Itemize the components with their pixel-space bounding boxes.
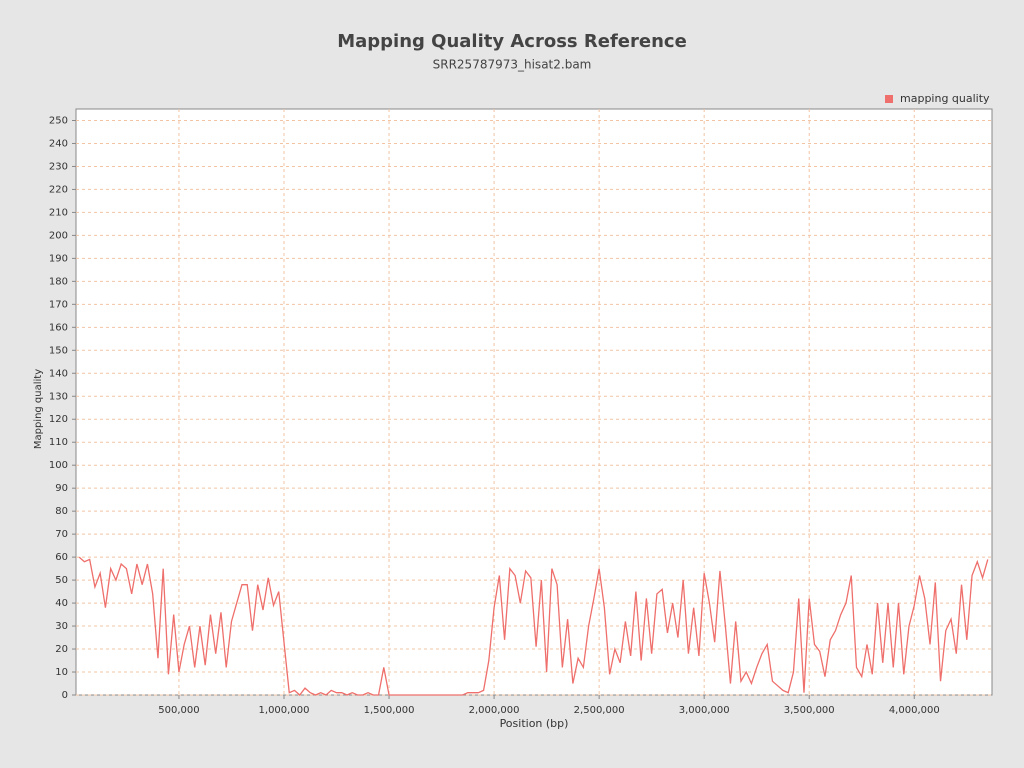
y-tick-label: 20 [55,644,68,655]
y-tick-label: 40 [55,598,68,609]
legend-label: mapping quality [900,92,990,105]
y-tick-label: 80 [55,506,68,517]
x-tick-label: 3,000,000 [679,705,730,716]
x-tick-label: 2,500,000 [574,705,625,716]
x-tick-label: 4,000,000 [889,705,940,716]
legend-swatch [885,95,893,103]
chart-title: Mapping Quality Across Reference [337,31,687,52]
y-tick-label: 230 [49,161,68,172]
x-tick-label: 2,000,000 [469,705,520,716]
y-tick-label: 240 [49,138,68,149]
y-tick-label: 70 [55,529,68,540]
y-tick-label: 180 [49,276,68,287]
y-tick-label: 30 [55,621,68,632]
y-tick-label: 0 [62,690,68,701]
chart-subtitle: SRR25787973_hisat2.bam [433,58,592,72]
y-tick-label: 130 [49,391,68,402]
x-tick-label: 500,000 [158,705,199,716]
y-tick-label: 90 [55,483,68,494]
y-tick-label: 100 [49,460,68,471]
y-tick-label: 170 [49,299,68,310]
y-tick-label: 210 [49,207,68,218]
y-tick-label: 140 [49,368,68,379]
x-axis-label: Position (bp) [500,717,569,730]
y-tick-label: 220 [49,184,68,195]
y-tick-label: 120 [49,414,68,425]
y-tick-label: 250 [49,115,68,126]
y-tick-label: 200 [49,230,68,241]
data-line [78,556,989,696]
y-tick-label: 110 [49,437,68,448]
y-axis-label: Mapping quality [33,369,44,449]
x-tick-label: 1,000,000 [259,705,310,716]
x-tick-label: 1,500,000 [364,705,415,716]
y-tick-label: 50 [55,575,68,586]
y-tick-label: 60 [55,552,68,563]
y-tick-label: 10 [55,667,68,678]
y-tick-label: 160 [49,322,68,333]
y-tick-label: 190 [49,253,68,264]
x-tick-label: 3,500,000 [784,705,835,716]
y-tick-label: 150 [49,345,68,356]
plot-area [75,108,993,696]
